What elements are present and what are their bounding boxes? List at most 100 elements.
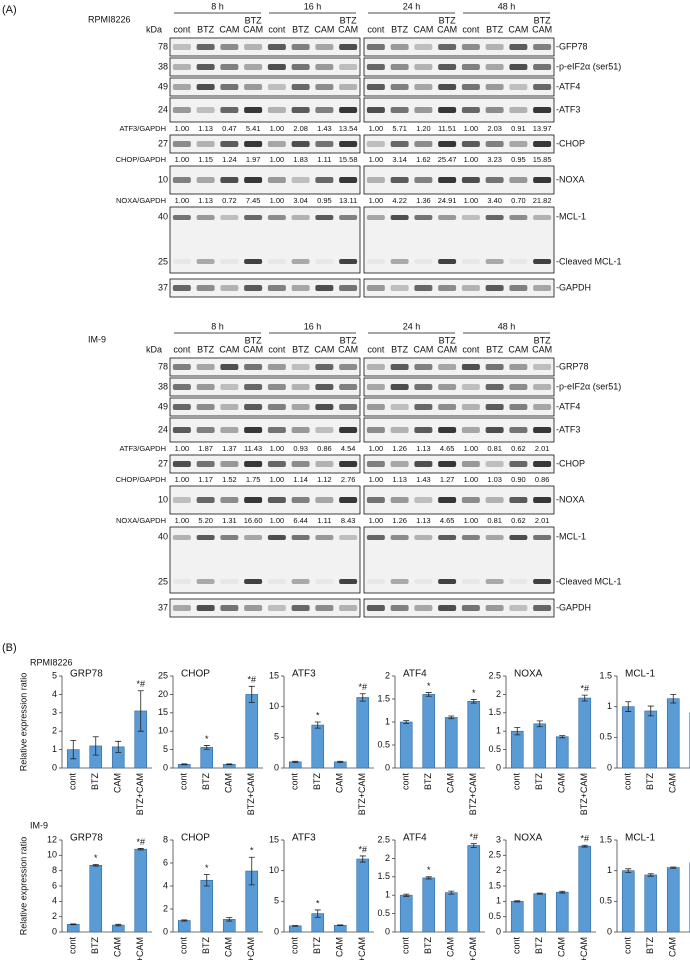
bar [356, 858, 370, 933]
blot-band [172, 64, 191, 70]
blot-band [196, 605, 215, 611]
y-tick-label: 1.5 [599, 834, 612, 844]
blot-band [291, 215, 310, 220]
blot-frame [363, 77, 555, 97]
y-tick-label: 1 [385, 890, 390, 900]
y-tick-label: 0 [607, 926, 612, 936]
y-tick-label: 2.5 [488, 670, 501, 680]
significance-mark: * [205, 734, 209, 744]
x-tick-label: BTZ [312, 936, 322, 954]
kda-marker: 78 [158, 41, 168, 51]
bar [621, 870, 635, 933]
blot-band [244, 535, 263, 540]
blot-band [438, 107, 457, 113]
x-tick-label: BTZ [312, 772, 322, 790]
blot-frame [363, 134, 555, 154]
ratio-value: 1.11 [317, 155, 331, 164]
blot-band [438, 215, 457, 220]
bar [333, 924, 347, 933]
blot-band [414, 84, 433, 90]
blot-band [485, 141, 504, 147]
blot-band [196, 404, 215, 410]
blot-band [220, 64, 239, 70]
blot-band [267, 84, 286, 90]
protein-label: -Cleaved MCL-1 [556, 576, 622, 586]
time-point-label: 8 h [211, 1, 224, 11]
blot-band [315, 461, 334, 467]
blot-band [196, 107, 215, 113]
error-bar [647, 705, 654, 717]
blot-band [390, 364, 409, 370]
lane-label: BTZ [391, 344, 409, 354]
blot-band [366, 384, 385, 390]
ratio-value: 1.00 [369, 196, 384, 205]
lane-label: BTZ [439, 15, 457, 25]
blot-band [220, 84, 239, 90]
error-bar [137, 848, 144, 851]
ratio-value: 2.01 [535, 444, 550, 453]
blot-band [315, 605, 334, 611]
x-tick-label: BTZ+CAM [135, 773, 145, 815]
error-bar [536, 720, 543, 728]
y-axis-label: Relative expression ratio [18, 673, 28, 772]
blot-band [220, 107, 239, 113]
y-tick-label: 0.5 [599, 732, 612, 742]
blot-band [339, 141, 358, 147]
blot-band [220, 461, 239, 467]
blot-band [366, 259, 385, 264]
x-tick-label: BTZ+CAM [579, 937, 589, 960]
lane-label: BTZ [439, 335, 457, 345]
blot-band [438, 44, 457, 50]
blot-band [509, 141, 528, 147]
blot-band [339, 404, 358, 410]
x-tick-label: BTZ [645, 936, 655, 954]
blot-band [390, 177, 409, 183]
blot-band [461, 141, 480, 147]
blot-band [196, 141, 215, 147]
y-tick-label: 0 [274, 762, 279, 772]
blot-band [461, 364, 480, 370]
blot-band [485, 535, 504, 540]
blot-band [172, 384, 191, 390]
blot-band [244, 384, 263, 390]
blot-band [533, 535, 552, 540]
ratio-value: 13.97 [533, 124, 552, 133]
significance-mark: *# [580, 834, 589, 844]
x-tick-label: CAM [113, 773, 123, 793]
blot-frame [363, 357, 555, 377]
blot-band [267, 177, 286, 183]
y-tick-label: 1 [385, 716, 390, 726]
bar [555, 891, 569, 933]
blot-band [414, 535, 433, 540]
blot-band [220, 605, 239, 611]
ratio-value: 1.00 [175, 516, 190, 525]
bar [422, 694, 436, 769]
blot-band [196, 497, 215, 503]
blot-band [315, 497, 334, 503]
blot-frame [169, 598, 361, 618]
blot-band [509, 404, 528, 410]
blot-band [172, 605, 191, 611]
x-tick-label: cont [290, 937, 300, 955]
blot-band [339, 427, 358, 433]
y-tick-label: 5 [274, 732, 279, 742]
y-tick-label: 10 [269, 865, 279, 875]
blot-band [533, 107, 552, 113]
x-tick-label: cont [512, 937, 522, 955]
y-tick-label: 8 [52, 865, 57, 875]
x-tick-label: cont [623, 773, 633, 791]
blot-band [172, 427, 191, 433]
kda-marker: 10 [158, 494, 168, 504]
error-bar [647, 873, 654, 877]
x-tick-label: BTZ+CAM [357, 937, 367, 960]
blot-band [414, 259, 433, 264]
blot-band [438, 285, 457, 291]
kda-marker: 24 [158, 424, 168, 434]
blot-band [291, 84, 310, 90]
y-tick-label: 4 [52, 689, 57, 699]
ratio-value: 24.91 [438, 196, 457, 205]
cell-line-label: IM-9 [88, 334, 106, 344]
x-tick-label: cont [179, 773, 189, 791]
ratio-value: 1.75 [246, 475, 261, 484]
ratio-value: 2.03 [487, 124, 502, 133]
